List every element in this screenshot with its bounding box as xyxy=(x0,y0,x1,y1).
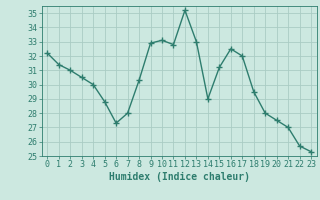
X-axis label: Humidex (Indice chaleur): Humidex (Indice chaleur) xyxy=(109,172,250,182)
